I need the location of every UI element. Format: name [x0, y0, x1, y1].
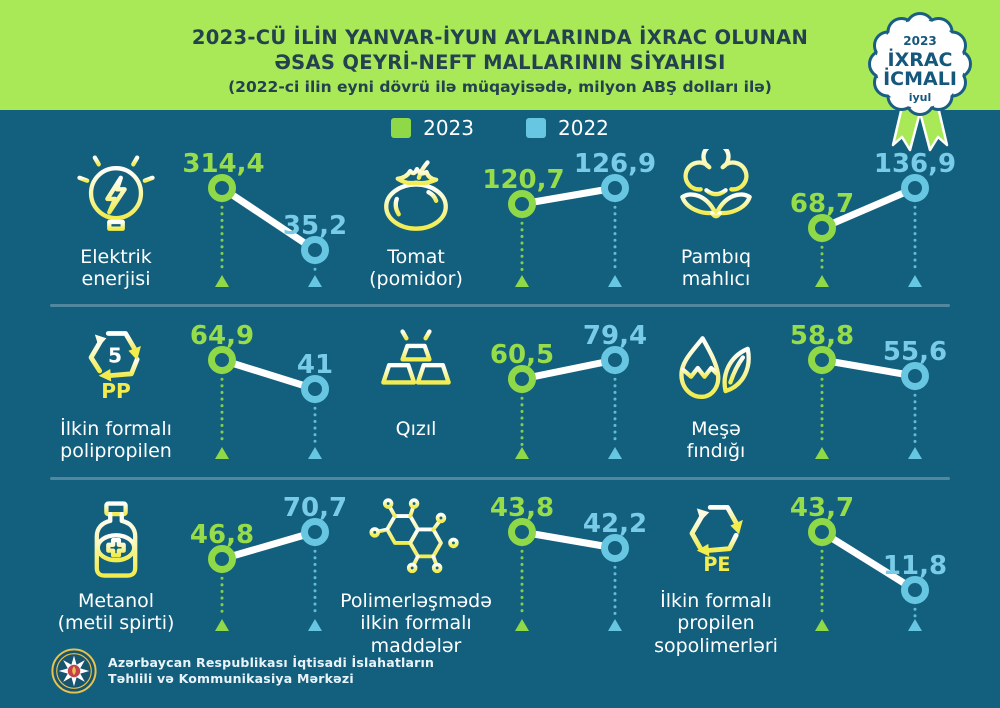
legend-item-2022: 2022 [526, 116, 609, 140]
hazelnut-icon [679, 336, 751, 400]
item-label: Tomat (pomidor) [369, 246, 463, 291]
row-3: Metanol (metil spirti) 46,8 70,7 [50, 490, 950, 657]
svg-text:64,9: 64,9 [190, 321, 254, 351]
export-review-badge: 2023 İXRAC İCMALI iyul [868, 12, 972, 152]
item-label: Elektrik enerjisi [80, 246, 152, 291]
svg-text:314,4: 314,4 [182, 149, 264, 179]
legend-swatch-2022 [526, 118, 546, 138]
row-2: 5 PP İlkin formalı polipropilen 64,9 41 [50, 318, 950, 480]
azerbaijan-emblem-icon [51, 648, 97, 694]
svg-text:5: 5 [108, 343, 122, 367]
svg-text:136,9: 136,9 [874, 149, 956, 179]
svg-text:68,7: 68,7 [790, 189, 854, 219]
legend: 2023 2022 [0, 116, 1000, 140]
dumbbell-chart-sopolimer: 43,7 11,8 [790, 493, 947, 631]
svg-text:11,8: 11,8 [883, 551, 947, 581]
dumbbell-chart-qizil: 60,5 79,4 [490, 321, 647, 459]
svg-text:60,5: 60,5 [490, 340, 554, 370]
legend-item-2023: 2023 [391, 116, 474, 140]
badge-seal-scallop [868, 12, 972, 116]
item-tomat: Tomat (pomidor) 120,7 126,9 [350, 146, 656, 308]
cotton-icon [680, 149, 752, 219]
title-line-1: 2023-CÜ İLİN YANVAR-İYUN AYLARINDA İXRAC… [191, 26, 809, 49]
svg-text:42,2: 42,2 [583, 509, 647, 539]
item-qizil: Qızıl 60,5 79,4 [350, 318, 650, 480]
svg-text:120,7: 120,7 [482, 165, 564, 195]
item-elektrik-enerjisi: Elektrik enerjisi 314,4 35,2 [50, 146, 350, 308]
item-label: İlkin formalı propilen sopolimerləri [654, 590, 778, 657]
row-separator-2 [50, 477, 950, 480]
title-line-2: ƏSAS QEYRİ-NEFT MALLARININ SİYAHISI [274, 51, 726, 75]
item-label: İlkin formalı polipropilen [60, 418, 172, 463]
dumbbell-chart-metanol: 46,8 70,7 [190, 493, 347, 631]
item-mese-findigi: Meşə fındığı 58,8 55,6 [650, 318, 950, 480]
item-label: Meşə fındığı [686, 418, 746, 463]
dumbbell-chart-polipropilen: 64,9 41 [190, 321, 333, 459]
recycling-pe-icon: PE [689, 505, 743, 576]
svg-text:58,8: 58,8 [790, 321, 854, 351]
svg-text:55,6: 55,6 [883, 337, 947, 367]
legend-label-2023: 2023 [423, 116, 474, 140]
legend-label-2022: 2022 [558, 116, 609, 140]
item-sopolimer: PE İlkin formalı propilen sopolimerləri … [650, 490, 950, 657]
svg-text:PE: PE [703, 553, 730, 576]
dumbbell-chart-tomat: 120,7 126,9 [482, 149, 656, 287]
gold-bars-icon [381, 326, 451, 385]
svg-text:41: 41 [297, 350, 333, 380]
badge-title-1: İXRAC [888, 47, 953, 71]
badge-year: 2023 [903, 34, 936, 48]
dumbbell-chart-polimer: 43,8 42,2 [490, 493, 647, 631]
dumbbell-chart-findiq: 58,8 55,6 [790, 321, 947, 459]
row-1: Elektrik enerjisi 314,4 35,2 [50, 146, 956, 308]
item-polipropilen: 5 PP İlkin formalı polipropilen 64,9 41 [50, 318, 350, 480]
badge-month: iyul [909, 91, 932, 104]
recycling-pp-icon: 5 PP [88, 331, 141, 403]
svg-text:43,7: 43,7 [790, 493, 854, 523]
item-label: Polimerləşmədə ilkin formalı maddələr [340, 590, 492, 657]
item-label: Pambıq mahlıcı [680, 246, 752, 291]
badge-title-2: İCMALI [883, 66, 957, 90]
item-polimerlesme: Polimerləşmədə ilkin formalı maddələr 43… [340, 490, 650, 657]
svg-text:126,9: 126,9 [574, 149, 656, 179]
row-separator-1 [50, 304, 950, 307]
dumbbell-chart-pambiq: 68,7 136,9 [790, 149, 956, 287]
tomato-icon [384, 160, 448, 231]
svg-text:46,8: 46,8 [190, 520, 254, 550]
title-subtitle: (2022-ci ilin eyni dövrü ilə müqayisədə,… [228, 77, 772, 96]
svg-text:PP: PP [101, 379, 131, 403]
svg-text:43,8: 43,8 [490, 493, 554, 523]
item-pambiq-mahlici: Pambıq mahlıcı 68,7 136,9 [650, 146, 956, 308]
header-band: 2023-CÜ İLİN YANVAR-İYUN AYLARINDA İXRAC… [0, 0, 1000, 110]
svg-text:35,2: 35,2 [283, 211, 347, 241]
footer-org-text: Azərbaycan Respublikası İqtisadi İslahat… [108, 654, 435, 686]
legend-swatch-2023 [391, 118, 412, 138]
footer: Azərbaycan Respublikası İqtisadi İslahat… [50, 647, 434, 695]
molecule-icon [369, 498, 459, 574]
svg-text:70,7: 70,7 [283, 493, 347, 523]
light-bulb-icon [73, 149, 159, 236]
item-label: Qızıl [395, 418, 437, 440]
dumbbell-chart-elektrik: 314,4 35,2 [182, 149, 347, 287]
svg-text:79,4: 79,4 [583, 321, 647, 351]
item-label: Metanol (metil spirti) [57, 590, 175, 635]
item-metanol: Metanol (metil spirti) 46,8 70,7 [50, 490, 350, 652]
medicine-bottle-icon [94, 501, 138, 578]
